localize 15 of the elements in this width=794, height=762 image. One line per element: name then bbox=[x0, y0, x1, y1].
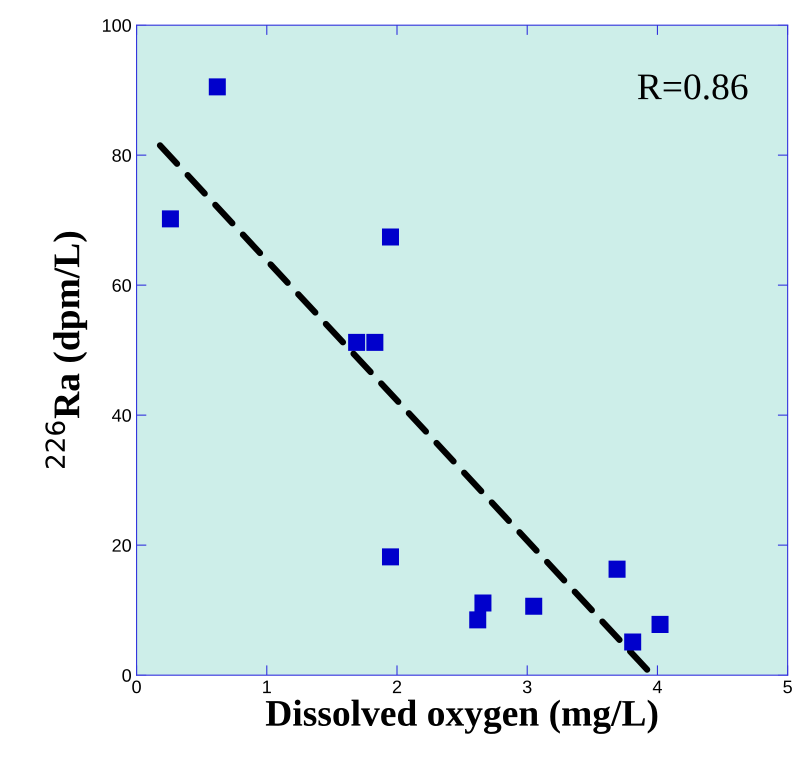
y-axis-title: $^{226}$Ra (dpm/L) bbox=[45, 232, 88, 468]
x-axis-title: Dissolved oxygen (mg/L) bbox=[266, 700, 658, 734]
x-tick-label: 5 bbox=[783, 680, 792, 694]
x-tick-label: 0 bbox=[132, 680, 141, 694]
x-tick-label: 1 bbox=[263, 680, 271, 694]
x-tick-label: 3 bbox=[522, 680, 532, 694]
x-tick-label: 4 bbox=[652, 680, 662, 694]
y-tick-label: 100 bbox=[102, 19, 132, 32]
annotation: R=0.86 bbox=[638, 74, 748, 100]
y-tick-label: 40 bbox=[112, 409, 132, 422]
y-tick-label: 80 bbox=[112, 149, 132, 162]
y-tick-label: 60 bbox=[112, 279, 132, 292]
y-tick-label: 0 bbox=[122, 669, 131, 682]
x-tick-label: 2 bbox=[392, 680, 402, 694]
y-tick-label: 20 bbox=[112, 539, 132, 552]
